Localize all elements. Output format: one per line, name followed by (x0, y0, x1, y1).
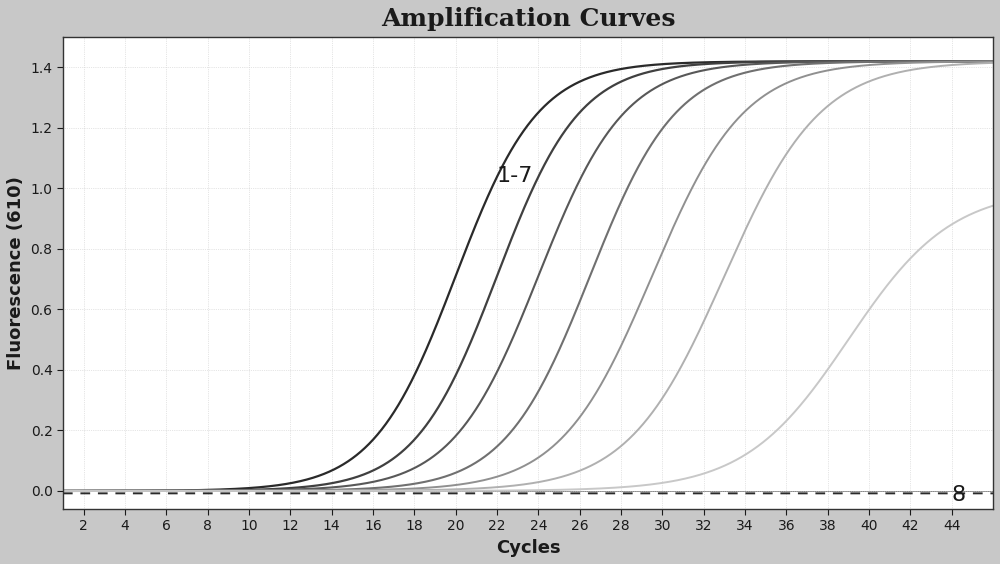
Text: 1-7: 1-7 (497, 166, 533, 186)
Text: 8: 8 (952, 485, 966, 505)
X-axis label: Cycles: Cycles (496, 539, 560, 557)
Y-axis label: Fluorescence (610): Fluorescence (610) (7, 176, 25, 370)
Title: Amplification Curves: Amplification Curves (381, 7, 675, 31)
